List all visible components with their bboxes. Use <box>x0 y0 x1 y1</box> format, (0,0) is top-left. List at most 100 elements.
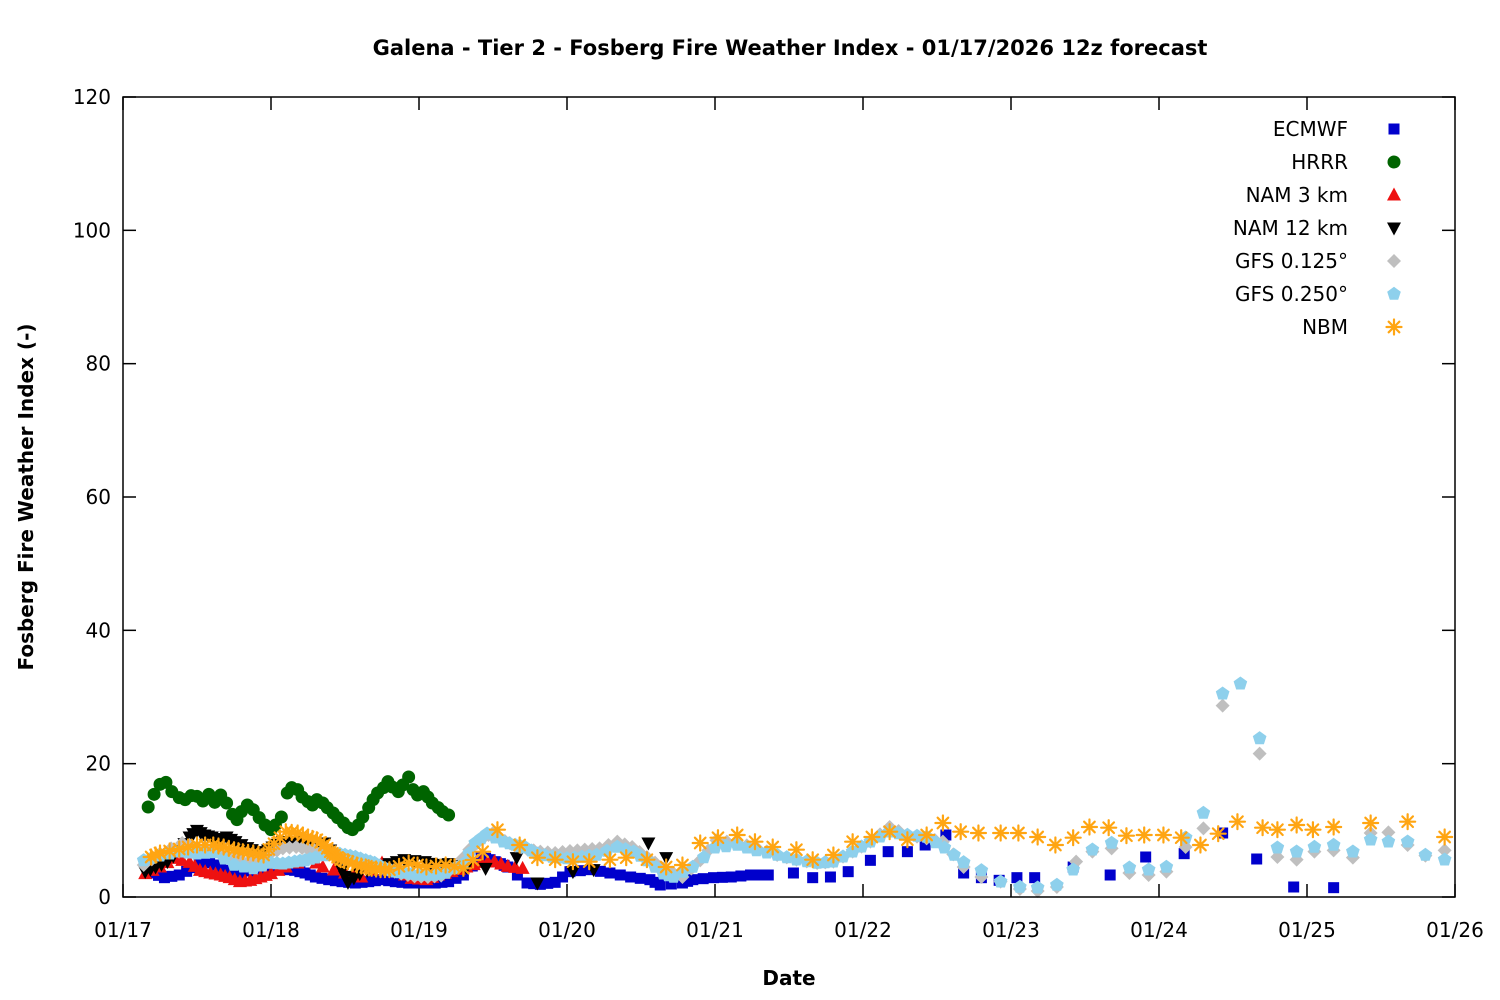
x-tick-label: 01/19 <box>390 918 448 942</box>
legend-item-nam-12-km: NAM 12 km <box>1233 216 1401 240</box>
series-hrrr <box>141 770 456 837</box>
data-point <box>762 869 774 881</box>
data-point <box>898 831 917 849</box>
data-point <box>173 869 185 881</box>
data-point <box>1009 824 1028 842</box>
data-point <box>657 858 675 876</box>
data-point <box>564 853 582 871</box>
x-tick-label: 01/21 <box>686 918 744 942</box>
data-point <box>1251 853 1263 865</box>
data-point <box>235 867 247 879</box>
legend-label: NAM 3 km <box>1246 183 1348 207</box>
chart-title: Galena - Tier 2 - Fosberg Fire Weather I… <box>373 36 1208 60</box>
data-point <box>1362 814 1380 832</box>
data-point <box>363 876 375 888</box>
diamond-legend-marker <box>1387 254 1401 268</box>
data-point <box>1268 821 1287 839</box>
legend-label: NBM <box>1302 315 1348 339</box>
data-point <box>443 876 455 888</box>
data-point <box>530 877 545 891</box>
data-point <box>947 847 961 861</box>
data-point <box>228 866 240 878</box>
data-point <box>864 854 876 866</box>
data-point <box>1029 872 1041 884</box>
legend-item-gfs-0-125-: GFS 0.125° <box>1235 249 1401 273</box>
legend-item-hrrr: HRRR <box>1291 150 1401 174</box>
data-point <box>1437 852 1452 866</box>
data-point <box>728 826 746 844</box>
data-point <box>181 865 193 877</box>
y-tick-label: 80 <box>86 352 111 376</box>
data-point <box>1215 698 1230 713</box>
legend-item-gfs-0-250-: GFS 0.250° <box>1235 282 1401 306</box>
y-tick-label: 0 <box>98 885 111 909</box>
data-point <box>725 871 737 883</box>
data-point <box>1363 832 1378 846</box>
data-point <box>557 871 569 883</box>
data-point <box>389 876 401 888</box>
data-point <box>1154 826 1173 844</box>
data-point <box>309 871 321 883</box>
x-tick-label: 01/25 <box>1278 918 1336 942</box>
data-point <box>1326 837 1341 851</box>
data-point <box>952 823 970 841</box>
data-point <box>1437 843 1452 858</box>
data-point <box>746 833 764 851</box>
data-point <box>807 872 819 884</box>
data-point <box>488 821 507 839</box>
data-point <box>882 846 894 858</box>
x-tick-label: 01/17 <box>94 918 152 942</box>
data-point <box>665 878 677 890</box>
y-tick-label: 40 <box>86 618 111 642</box>
data-point <box>147 787 161 801</box>
data-point <box>1328 882 1340 894</box>
x-tick-label: 01/26 <box>1426 918 1484 942</box>
data-point <box>1011 872 1023 884</box>
x-tick-label: 01/18 <box>242 918 300 942</box>
data-point <box>993 874 1008 888</box>
data-point <box>625 871 637 883</box>
data-point <box>402 770 416 784</box>
data-point <box>1066 862 1080 876</box>
data-point <box>974 863 989 877</box>
data-point <box>1209 825 1227 843</box>
data-point <box>1135 826 1153 844</box>
data-point <box>1122 860 1137 874</box>
data-point <box>315 859 330 873</box>
data-point <box>969 824 988 842</box>
data-point <box>474 843 492 861</box>
y-tick-label: 120 <box>73 85 111 109</box>
data-point <box>1029 828 1047 846</box>
data-point <box>1104 835 1119 849</box>
data-point <box>511 836 529 854</box>
data-point <box>1252 731 1267 745</box>
data-point <box>1418 847 1433 861</box>
data-point <box>336 876 348 888</box>
data-point <box>1399 813 1417 831</box>
data-point <box>1381 834 1396 848</box>
data-point <box>1030 880 1045 894</box>
data-point <box>1233 676 1248 690</box>
data-point <box>396 876 408 888</box>
data-point <box>1178 848 1190 860</box>
data-point <box>1346 844 1360 858</box>
data-point <box>666 869 681 883</box>
data-point <box>779 850 794 864</box>
data-point <box>956 855 971 869</box>
data-point <box>542 877 554 889</box>
x-tick-label: 01/23 <box>982 918 1040 942</box>
pentagon-legend-marker <box>1387 286 1401 300</box>
data-point <box>454 859 472 877</box>
data-point <box>638 851 656 869</box>
data-point <box>478 862 493 876</box>
data-point <box>601 851 619 869</box>
data-point <box>614 869 626 881</box>
circle-legend-marker <box>1387 155 1401 169</box>
data-point <box>910 828 924 842</box>
data-point <box>804 851 822 869</box>
legend-item-nam-3-km: NAM 3 km <box>1246 183 1401 207</box>
data-point <box>1307 839 1322 853</box>
data-point <box>179 838 197 856</box>
plot-border <box>122 96 1456 898</box>
